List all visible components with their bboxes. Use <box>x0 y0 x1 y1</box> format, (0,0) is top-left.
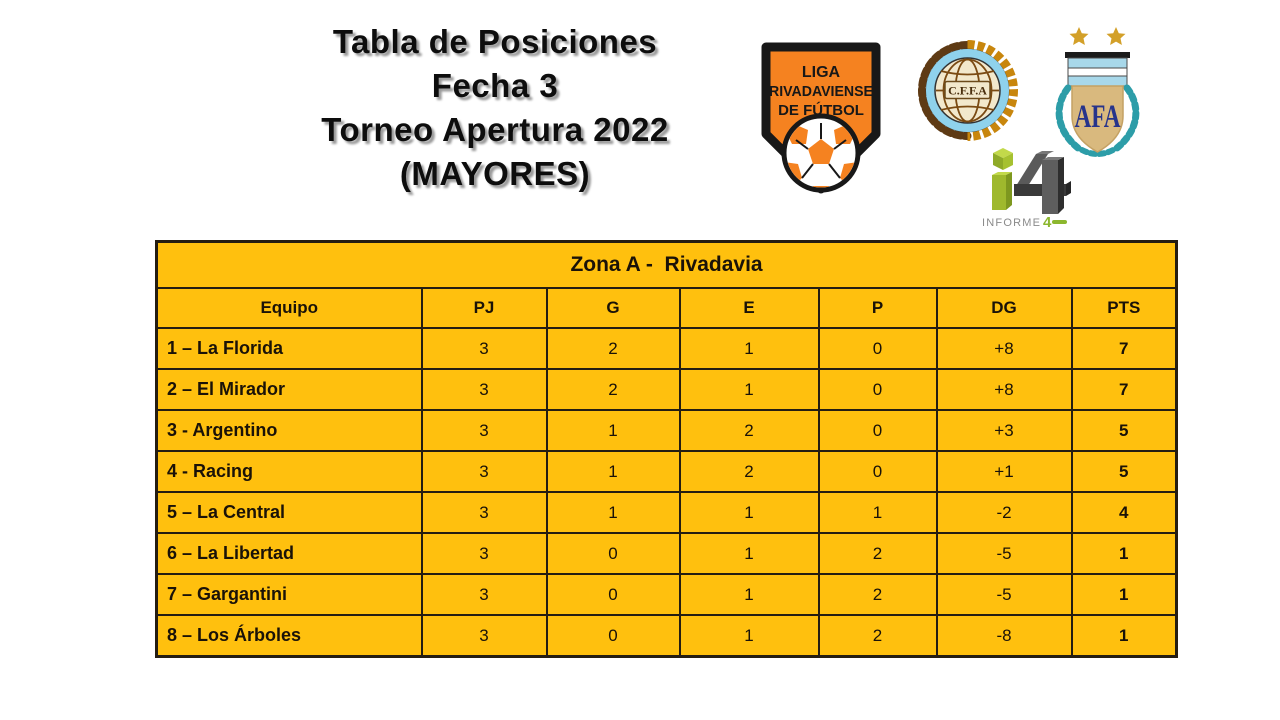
p-cell: 0 <box>817 450 938 493</box>
p-cell: 0 <box>817 327 938 370</box>
pts-cell: 7 <box>1070 368 1178 411</box>
svg-text:C.F.F.A: C.F.F.A <box>948 84 987 98</box>
column-header-equipo: Equipo <box>155 287 423 329</box>
dg-cell: -2 <box>935 491 1073 534</box>
title-line-3: Torneo Apertura 2022 <box>321 111 669 148</box>
e-cell: 1 <box>678 491 820 534</box>
g-cell: 0 <box>545 573 681 616</box>
team-name-cell: 8 – Los Árboles <box>155 614 423 658</box>
e-cell: 1 <box>678 532 820 575</box>
pj-cell: 3 <box>420 450 548 493</box>
dg-cell: -5 <box>935 573 1073 616</box>
e-cell: 1 <box>678 573 820 616</box>
cffa-emblem-icon: C.F.F.A <box>918 40 1018 141</box>
pj-cell: 3 <box>420 491 548 534</box>
g-cell: 0 <box>545 614 681 658</box>
svg-text:RIVADAVIENSE: RIVADAVIENSE <box>769 84 873 100</box>
dg-cell: -8 <box>935 614 1073 658</box>
team-name-cell: 5 – La Central <box>155 491 423 534</box>
svg-text:4: 4 <box>1043 214 1052 228</box>
dg-cell: -5 <box>935 532 1073 575</box>
team-name-cell: 6 – La Libertad <box>155 532 423 575</box>
e-cell: 1 <box>678 614 820 658</box>
informe4-logo: INFORME 4 <box>981 144 1073 228</box>
pj-cell: 3 <box>420 368 548 411</box>
pts-cell: 7 <box>1070 327 1178 370</box>
g-cell: 0 <box>545 532 681 575</box>
p-cell: 2 <box>817 532 938 575</box>
svg-text:DE FÚTBOL: DE FÚTBOL <box>778 101 864 119</box>
table-row: 7 – Gargantini 3 0 1 2 -5 1 <box>155 573 1178 616</box>
team-name-cell: 7 – Gargantini <box>155 573 423 616</box>
dg-cell: +1 <box>935 450 1073 493</box>
svg-text:INFORME: INFORME <box>982 217 1041 228</box>
team-name-cell: 3 - Argentino <box>155 409 423 452</box>
p-cell: 0 <box>817 409 938 452</box>
svg-text:LIGA: LIGA <box>802 64 841 81</box>
soccer-ball-icon <box>781 113 861 193</box>
table-row: 5 – La Central 3 1 1 1 -2 4 <box>155 491 1178 534</box>
pts-cell: 5 <box>1070 450 1178 493</box>
g-cell: 1 <box>545 450 681 493</box>
liga-shield-icon: LIGA RIVADAVIENSE DE FÚTBOL <box>761 42 881 194</box>
p-cell: 0 <box>817 368 938 411</box>
table-row: 3 - Argentino 3 1 2 0 +3 5 <box>155 409 1178 452</box>
pts-cell: 1 <box>1070 573 1178 616</box>
g-cell: 2 <box>545 327 681 370</box>
liga-rivadaviense-logo: LIGA RIVADAVIENSE DE FÚTBOL <box>756 40 886 198</box>
column-header-g: G <box>545 287 681 329</box>
pts-cell: 4 <box>1070 491 1178 534</box>
e-cell: 1 <box>678 368 820 411</box>
team-name-cell: 4 - Racing <box>155 450 423 493</box>
table-row: 8 – Los Árboles 3 0 1 2 -8 1 <box>155 614 1178 658</box>
g-cell: 2 <box>545 368 681 411</box>
team-name-cell: 2 – El Mirador <box>155 368 423 411</box>
p-cell: 2 <box>817 614 938 658</box>
pj-cell: 3 <box>420 409 548 452</box>
standings-table: Zona A - Rivadavia Equipo PJ G E P DG PTS 1 – … <box>155 240 1179 658</box>
g-cell: 1 <box>545 491 681 534</box>
g-cell: 1 <box>545 409 681 452</box>
dg-cell: +3 <box>935 409 1073 452</box>
p-cell: 2 <box>817 573 938 616</box>
svg-text:AFA: AFA <box>1075 99 1121 135</box>
title-line-2: Fecha 3 <box>431 67 559 104</box>
column-header-e: E <box>678 287 820 329</box>
pj-cell: 3 <box>420 573 548 616</box>
pts-cell: 1 <box>1070 532 1178 575</box>
dg-cell: +8 <box>935 327 1073 370</box>
slide-title: Tabla de Posiciones Fecha 3 Torneo Apert… <box>278 20 712 196</box>
dg-cell: +8 <box>935 368 1073 411</box>
e-cell: 2 <box>678 450 820 493</box>
column-header-p: P <box>817 287 938 329</box>
cffa-logo: C.F.F.A <box>916 40 1019 141</box>
afa-crest-icon: AFA <box>1055 27 1140 157</box>
pts-cell: 1 <box>1070 614 1178 658</box>
table-row: 6 – La Libertad 3 0 1 2 -5 1 <box>155 532 1178 575</box>
afa-stars-icon <box>1069 27 1126 45</box>
afa-logo: AFA <box>1048 24 1147 158</box>
pj-cell: 3 <box>420 532 548 575</box>
table-row: 2 – El Mirador 3 2 1 0 +8 7 <box>155 368 1178 411</box>
zone-title-row: Zona A - Rivadavia <box>155 240 1178 289</box>
column-header-pts: PTS <box>1070 287 1178 329</box>
title-line-1: Tabla de Posiciones <box>332 23 658 60</box>
team-name-cell: 1 – La Florida <box>155 327 423 370</box>
p-cell: 1 <box>817 491 938 534</box>
pts-cell: 5 <box>1070 409 1178 452</box>
table-row: 1 – La Florida 3 2 1 0 +8 7 <box>155 327 1178 370</box>
pj-cell: 3 <box>420 614 548 658</box>
informe4-mark-icon: INFORME 4 <box>982 148 1071 228</box>
title-line-4: (MAYORES) <box>399 155 591 192</box>
column-header-pj: PJ <box>420 287 548 329</box>
table-row: 4 - Racing 3 1 2 0 +1 5 <box>155 450 1178 493</box>
zone-title: Zona A - Rivadavia <box>155 240 1178 289</box>
e-cell: 1 <box>678 327 820 370</box>
column-header-row: Equipo PJ G E P DG PTS <box>155 287 1178 329</box>
column-header-dg: DG <box>935 287 1073 329</box>
pj-cell: 3 <box>420 327 548 370</box>
e-cell: 2 <box>678 409 820 452</box>
